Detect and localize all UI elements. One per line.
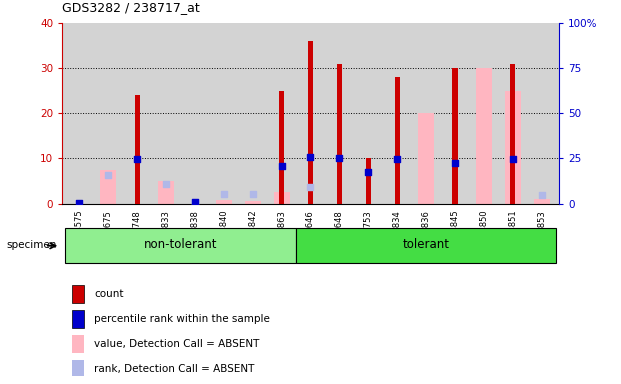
Point (219, 192, 229, 198)
Point (276, 162, 286, 169)
Bar (72, 285, 84, 303)
Bar (533, 199, 550, 204)
Point (248, 192, 258, 198)
Point (306, 184, 315, 190)
Bar (366, 159, 371, 204)
Bar (245, 201, 261, 204)
Bar (476, 68, 492, 204)
Text: GDS3282 / 238717_at: GDS3282 / 238717_at (62, 1, 200, 14)
Bar (452, 68, 458, 204)
Text: specimen: specimen (6, 240, 57, 250)
Point (103, 172, 113, 178)
Text: rank, Detection Call = ABSENT: rank, Detection Call = ABSENT (94, 364, 255, 374)
Point (190, 199, 200, 205)
Bar (101, 170, 116, 204)
Text: tolerant: tolerant (402, 238, 450, 252)
Bar (216, 200, 232, 204)
Text: value, Detection Call = ABSENT: value, Detection Call = ABSENT (94, 339, 260, 349)
Bar (418, 113, 434, 204)
Bar (158, 181, 174, 204)
Point (161, 180, 171, 187)
Point (392, 156, 402, 162)
Bar (135, 95, 140, 204)
Bar (337, 64, 342, 204)
Bar (279, 91, 284, 204)
Point (190, 199, 200, 205)
Point (132, 156, 142, 162)
Text: non-tolerant: non-tolerant (144, 238, 217, 252)
Point (537, 192, 546, 199)
Text: percentile rank within the sample: percentile rank within the sample (94, 314, 270, 324)
Bar (72, 335, 84, 353)
Point (450, 160, 460, 166)
Point (75, 200, 84, 206)
Bar (65, 228, 296, 263)
Point (335, 156, 345, 162)
Bar (505, 91, 520, 204)
Text: count: count (94, 290, 124, 300)
Bar (72, 310, 84, 328)
Bar (510, 64, 515, 204)
Bar (72, 360, 84, 378)
Bar (308, 41, 313, 204)
Bar (296, 228, 556, 263)
Bar (274, 192, 289, 204)
Point (363, 169, 373, 175)
Point (508, 156, 518, 162)
Bar (394, 77, 400, 204)
Point (306, 154, 315, 161)
